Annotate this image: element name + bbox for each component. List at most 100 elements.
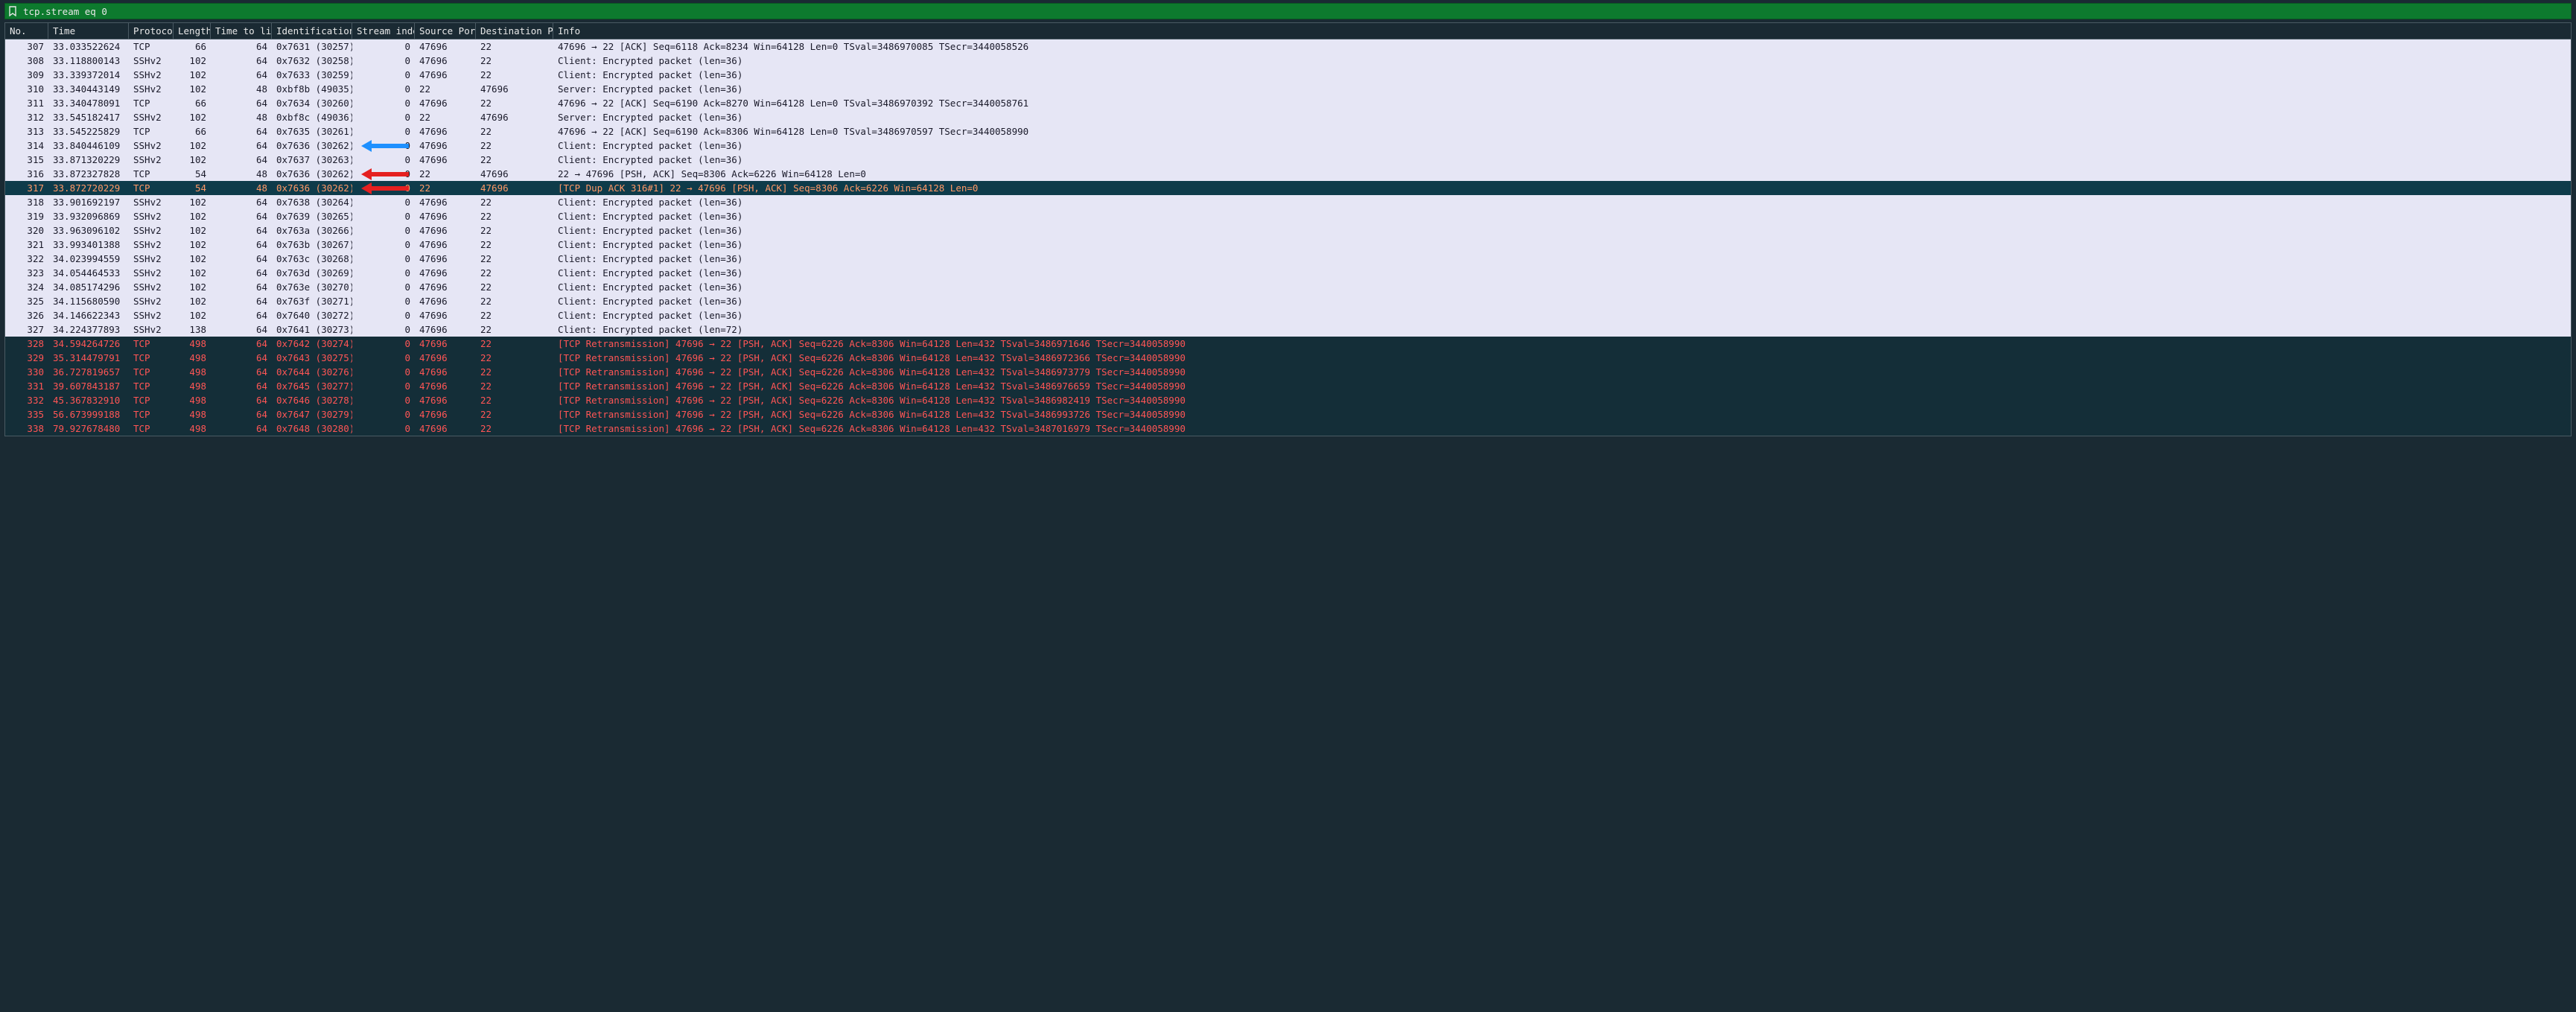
packet-table-header[interactable]: No.TimeProtocolLengthTime to live Identif…: [5, 23, 2571, 39]
cell-ttl: 64: [211, 253, 272, 264]
cell-value: 47696 → 22 [ACK] Seq=6190 Ack=8306 Win=6…: [558, 126, 1028, 137]
table-row[interactable]: 31933.932096869SSHv2102640x7639 (30265)0…: [5, 209, 2571, 223]
cell-value: 33.993401388: [53, 239, 120, 250]
table-row[interactable]: 31533.871320229SSHv2102640x7637 (30263)0…: [5, 153, 2571, 167]
table-row[interactable]: 31133.340478091TCP66640x7634 (30260)0476…: [5, 96, 2571, 110]
table-row[interactable]: 32033.963096102SSHv2102640x763a (30266)0…: [5, 223, 2571, 238]
cell-info: [TCP Retransmission] 47696 → 22 [PSH, AC…: [553, 409, 2571, 420]
table-row[interactable]: 32434.085174296SSHv2102640x763e (30270)0…: [5, 280, 2571, 294]
cell-ttl: 64: [211, 310, 272, 321]
cell-time: 33.339372014: [48, 69, 129, 80]
cell-value: 310: [27, 83, 44, 95]
table-row[interactable]: 33036.727819657TCP498640x7644 (30276)047…: [5, 365, 2571, 379]
cell-ident: 0x7648 (30280): [272, 423, 352, 434]
table-row[interactable]: 33245.367832910TCP498640x7646 (30278)047…: [5, 393, 2571, 407]
cell-info: Client: Encrypted packet (len=36): [553, 197, 2571, 208]
cell-time: 39.607843187: [48, 381, 129, 392]
table-row[interactable]: 32234.023994559SSHv2102640x763c (30268)0…: [5, 252, 2571, 266]
cell-value: 66: [195, 98, 206, 109]
cell-ident: 0x7645 (30277): [272, 381, 352, 392]
column-header-proto[interactable]: Protocol: [129, 23, 174, 39]
cell-dport: 22: [476, 154, 553, 165]
table-row[interactable]: 30733.033522624TCP66640x7631 (30257)0476…: [5, 39, 2571, 54]
column-header-label: Identification: [276, 25, 352, 36]
table-row[interactable]: 32634.146622343SSHv2102640x7640 (30272)0…: [5, 308, 2571, 322]
column-header-time[interactable]: Time: [48, 23, 129, 39]
cell-length: 102: [174, 154, 211, 165]
cell-value: 0: [404, 324, 410, 335]
cell-value: 47696: [480, 182, 509, 194]
table-row[interactable]: 30933.339372014SSHv2102640x7633 (30259)0…: [5, 68, 2571, 82]
column-header-ident[interactable]: Identification: [272, 23, 352, 39]
column-header-ttl[interactable]: Time to live: [211, 23, 272, 39]
cell-value: SSHv2: [133, 197, 162, 208]
cell-value: 102: [189, 211, 206, 222]
cell-dport: 47696: [476, 83, 553, 95]
cell-value: 22: [480, 211, 492, 222]
cell-value: 48: [256, 112, 267, 123]
table-row[interactable]: 31733.872720229TCP54480x7636 (30262)0224…: [5, 181, 2571, 195]
table-row[interactable]: 31033.340443149SSHv2102480xbf8b (49035)0…: [5, 82, 2571, 96]
cell-stream: 0: [352, 197, 415, 208]
cell-value: [TCP Dup ACK 316#1] 22 → 47696 [PSH, ACK…: [558, 182, 978, 194]
column-header-no[interactable]: No.: [5, 23, 48, 39]
table-row[interactable]: 31333.545225829TCP66640x7635 (30261)0476…: [5, 124, 2571, 139]
cell-info: [TCP Retransmission] 47696 → 22 [PSH, AC…: [553, 423, 2571, 434]
cell-ttl: 64: [211, 140, 272, 151]
table-row[interactable]: 32935.314479791TCP498640x7643 (30275)047…: [5, 351, 2571, 365]
table-row[interactable]: 32734.224377893SSHv2138640x7641 (30273)0…: [5, 322, 2571, 337]
cell-value: 47696: [419, 324, 448, 335]
cell-value: TCP: [133, 41, 150, 52]
column-header-info[interactable]: Info: [553, 23, 2571, 39]
column-header-length[interactable]: Length: [174, 23, 211, 39]
cell-dport: 22: [476, 409, 553, 420]
bookmark-icon[interactable]: [8, 6, 17, 16]
cell-ident: 0x7639 (30265): [272, 211, 352, 222]
cell-value: 0: [404, 112, 410, 123]
display-filter-bar[interactable]: [4, 3, 2572, 19]
column-header-stream[interactable]: Stream index: [352, 23, 415, 39]
table-row[interactable]: 33879.927678480TCP498640x7648 (30280)047…: [5, 421, 2571, 436]
packet-table[interactable]: No.TimeProtocolLengthTime to live Identif…: [4, 22, 2572, 436]
cell-value: 0x7640 (30272): [276, 310, 352, 321]
cell-value: [TCP Retransmission] 47696 → 22 [PSH, AC…: [558, 409, 1186, 420]
cell-info: [TCP Retransmission] 47696 → 22 [PSH, AC…: [553, 381, 2571, 392]
column-header-dport[interactable]: Destination Port: [476, 23, 553, 39]
cell-sport: 47696: [415, 211, 476, 222]
cell-sport: 47696: [415, 409, 476, 420]
cell-length: 102: [174, 69, 211, 80]
table-row[interactable]: 31833.901692197SSHv2102640x7638 (30264)0…: [5, 195, 2571, 209]
table-row[interactable]: 31633.872327828TCP54480x7636 (30262)0224…: [5, 167, 2571, 181]
display-filter-input[interactable]: [23, 6, 2568, 17]
table-row[interactable]: 32834.594264726TCP498640x7642 (30274)047…: [5, 337, 2571, 351]
cell-no: 318: [5, 197, 48, 208]
cell-value: 47696: [419, 225, 448, 236]
table-row[interactable]: 33556.673999188TCP498640x7647 (30279)047…: [5, 407, 2571, 421]
table-row[interactable]: 31433.840446109SSHv2102640x7636 (30262)0…: [5, 139, 2571, 153]
cell-value: [TCP Retransmission] 47696 → 22 [PSH, AC…: [558, 338, 1186, 349]
cell-length: 498: [174, 352, 211, 363]
cell-length: 66: [174, 41, 211, 52]
cell-time: 34.594264726: [48, 338, 129, 349]
cell-value: 33.545225829: [53, 126, 120, 137]
cell-length: 54: [174, 168, 211, 179]
cell-dport: 22: [476, 55, 553, 66]
column-header-sport[interactable]: Source Port: [415, 23, 476, 39]
cell-sport: 22: [415, 83, 476, 95]
cell-dport: 22: [476, 197, 553, 208]
table-row[interactable]: 32133.993401388SSHv2102640x763b (30267)0…: [5, 238, 2571, 252]
table-row[interactable]: 30833.118800143SSHv2102640x7632 (30258)0…: [5, 54, 2571, 68]
cell-info: Client: Encrypted packet (len=36): [553, 211, 2571, 222]
cell-value: 498: [189, 409, 206, 420]
table-row[interactable]: 31233.545182417SSHv2102480xbf8c (49036)0…: [5, 110, 2571, 124]
cell-info: Client: Encrypted packet (len=36): [553, 55, 2571, 66]
cell-value: 327: [27, 324, 44, 335]
table-row[interactable]: 32534.115680590SSHv2102640x763f (30271)0…: [5, 294, 2571, 308]
cell-proto: SSHv2: [129, 267, 174, 279]
packet-table-body[interactable]: 30733.033522624TCP66640x7631 (30257)0476…: [5, 39, 2571, 436]
table-row[interactable]: 32334.054464533SSHv2102640x763d (30269)0…: [5, 266, 2571, 280]
cell-stream: 0: [352, 310, 415, 321]
table-row[interactable]: 33139.607843187TCP498640x7645 (30277)047…: [5, 379, 2571, 393]
cell-dport: 22: [476, 239, 553, 250]
cell-value: 498: [189, 338, 206, 349]
